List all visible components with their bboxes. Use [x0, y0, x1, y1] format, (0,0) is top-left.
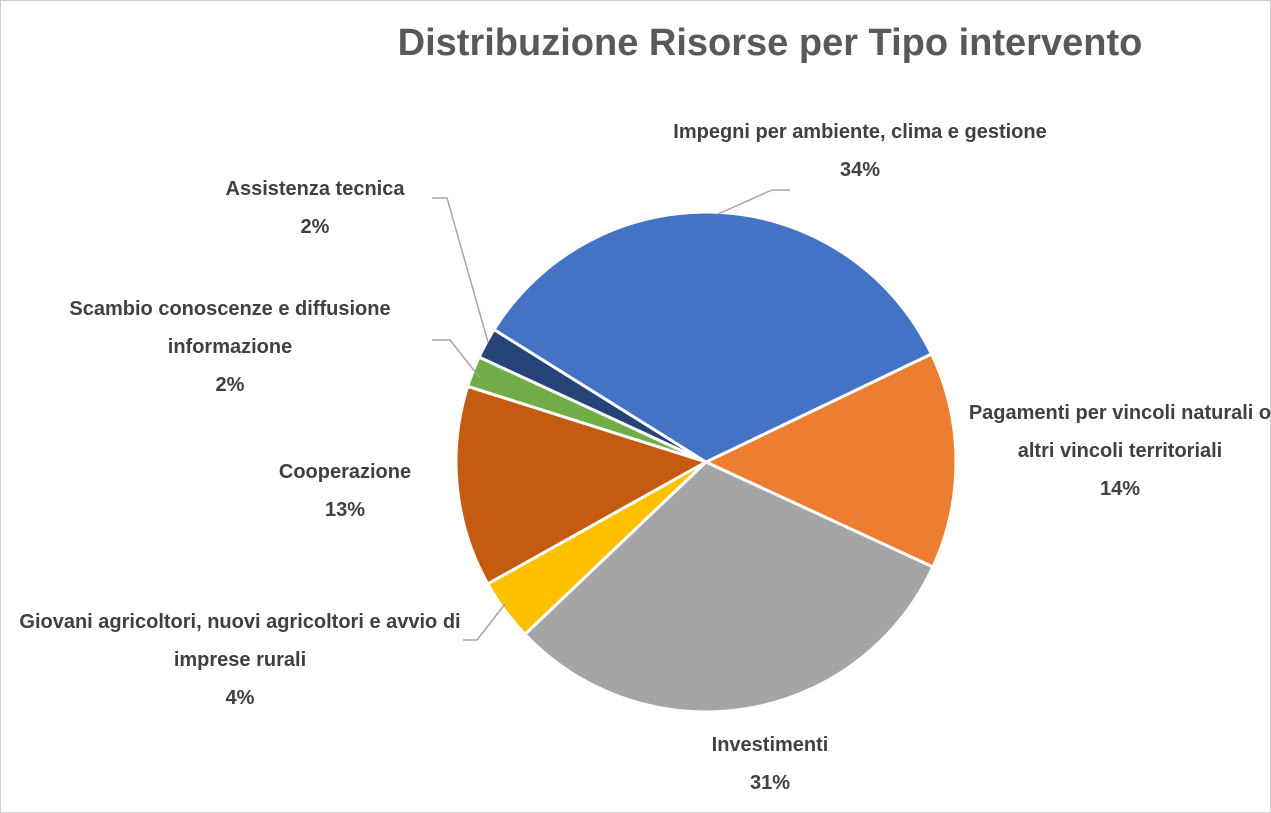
data-label: Giovani agricoltori, nuovi agricoltori e…	[5, 603, 475, 717]
pie-slice	[454, 384, 710, 587]
value-label: 2%	[300, 216, 330, 238]
category-label: Assistenza tecnica	[225, 178, 405, 200]
leader-line	[432, 197, 489, 343]
chart-title: Distribuzione Risorse per Tipo intervent…	[397, 22, 1143, 64]
category-label: Pagamenti per vincoli naturali o altri v…	[968, 402, 1271, 462]
category-label: Impegni per ambiente, clima e gestione	[673, 121, 1047, 143]
leader-line	[463, 603, 506, 641]
value-label: 4%	[225, 687, 255, 709]
category-label: Cooperazione	[278, 461, 412, 483]
data-label: Impegni per ambiente, clima e gestione 34…	[600, 113, 1120, 189]
value-label: 2%	[215, 374, 245, 396]
pie-slice	[702, 351, 958, 569]
leader-line	[432, 339, 481, 379]
value-label: 31%	[749, 772, 791, 794]
category-label: Giovani agricoltori, nuovi agricoltori e…	[19, 611, 461, 671]
category-label: Investimenti	[711, 734, 829, 756]
data-label: Pagamenti per vincoli naturali o altri v…	[965, 394, 1271, 508]
data-label: Investimenti 31%	[620, 726, 920, 802]
category-label: Scambio conoscenze e diffusione informaz…	[69, 298, 391, 358]
pie-slice	[522, 460, 935, 714]
value-label: 13%	[324, 499, 366, 521]
value-label: 14%	[1099, 478, 1141, 500]
data-label: Scambio conoscenze e diffusione informaz…	[10, 290, 450, 404]
leader-line	[717, 189, 790, 215]
data-label: Assistenza tecnica 2%	[180, 170, 450, 246]
value-label: 34%	[839, 159, 881, 181]
data-label: Cooperazione 13%	[240, 453, 450, 529]
